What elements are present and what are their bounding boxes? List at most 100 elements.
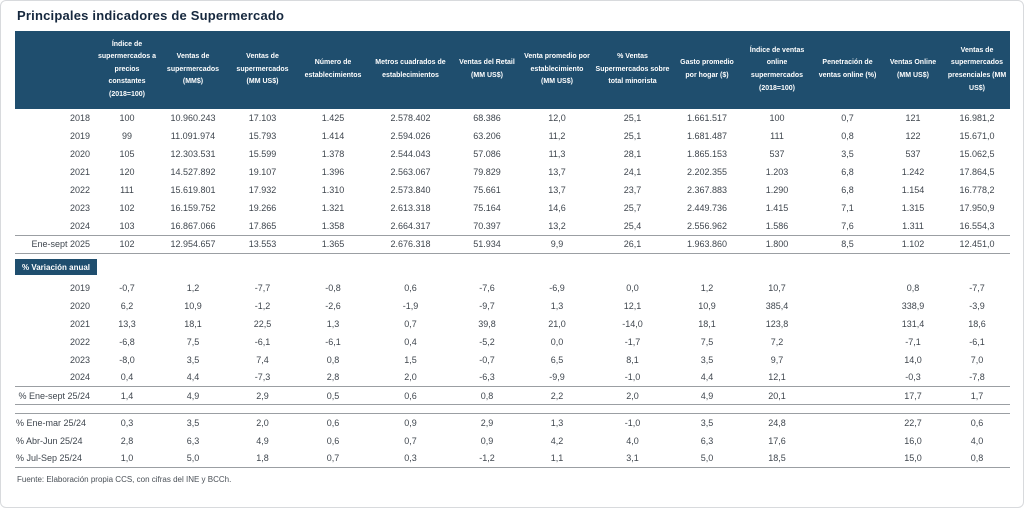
row-label: 2024 xyxy=(69,372,90,383)
cell: 19.107 xyxy=(248,167,277,177)
cell xyxy=(813,297,882,315)
cell: 51.934 xyxy=(452,234,522,254)
report-page: Principales indicadores de Supermercado … xyxy=(1,1,1023,484)
cell: 13,7 xyxy=(548,185,566,195)
cell: 14.527.892 xyxy=(170,167,216,177)
cell: 17.864,5 xyxy=(959,167,995,177)
cell xyxy=(813,413,882,432)
cell: 3,5 xyxy=(158,413,228,432)
cell: 16.867.066 xyxy=(170,220,216,231)
variation-rows: 2019 -0,7 1,2 -7,7 -0,8 0,6 -7,6 -6,9 0,0 1,2 10,7… xyxy=(15,279,1010,405)
cell: 12.954.657 xyxy=(158,234,228,254)
cell: 0,0 xyxy=(550,336,564,347)
cell: 79.829 xyxy=(473,167,501,177)
table-row: Ene-sept 2025 102 12.954.657 13.553 1.365 2.6… xyxy=(15,234,1010,254)
column-header: Ventas de supermercados (MM US$) xyxy=(228,31,297,109)
cell: 103 xyxy=(119,220,135,231)
cell: -7,7 xyxy=(969,282,985,293)
row-label: % Ene-sept 25/24 xyxy=(15,386,96,405)
cell: 12.303.531 xyxy=(170,149,216,159)
quarter-rows: % Ene-mar 25/24 0,3 3,5 2,0 0,6 0,9 2,9 1,3 -1,0… xyxy=(15,413,1010,468)
cell: 0,8 xyxy=(841,131,854,141)
cell: -6,1 xyxy=(254,336,271,347)
cell: 7,4 xyxy=(256,354,269,365)
cell: -1,0 xyxy=(624,372,641,383)
cell: -9,9 xyxy=(549,372,565,383)
table-row: % Jul-Sep 25/24 1,0 5,0 1,8 0,7 0,3 -1,2 1,1 3,1… xyxy=(15,449,1010,468)
cell: 2,9 xyxy=(228,386,297,405)
row-label: 2024 xyxy=(69,220,90,231)
cell: 1,8 xyxy=(228,449,297,468)
cell: 17,7 xyxy=(882,386,944,405)
cell: -1,2 xyxy=(452,449,522,468)
cell: 7,5 xyxy=(700,336,714,347)
cell: 68.386 xyxy=(473,113,501,123)
source-note: Fuente: Elaboración propia CCS, con cifr… xyxy=(17,475,232,484)
cell: 13.553 xyxy=(228,234,297,254)
cell: 15.671,0 xyxy=(959,131,995,141)
cell: 1.154 xyxy=(901,185,925,195)
cell: 3,5 xyxy=(186,354,200,365)
variation-badge-cell: % Variación anual xyxy=(15,253,1010,279)
cell: 2,9 xyxy=(452,413,522,432)
table-row: % Ene-mar 25/24 0,3 3,5 2,0 0,6 0,9 2,9 1,3 -1,0… xyxy=(15,413,1010,432)
cell: 16.554,3 xyxy=(959,220,995,231)
column-header: Ventas del Retail (MM US$) xyxy=(452,31,522,109)
cell: 0,6 xyxy=(297,413,369,432)
cell: 25,1 xyxy=(623,113,642,123)
row-label: % Ene-mar 25/24 xyxy=(15,413,96,432)
cell: -1,9 xyxy=(402,300,419,311)
cell: 6,8 xyxy=(841,185,854,195)
cell: 13,7 xyxy=(548,167,566,177)
cell: 15,0 xyxy=(882,449,944,468)
cell: 0,0 xyxy=(626,282,639,293)
cell: 1,1 xyxy=(522,449,592,468)
cell: 17,6 xyxy=(768,435,786,446)
column-header: Índice de supermercados a precios consta… xyxy=(96,31,158,109)
cell: 15.599 xyxy=(248,149,277,159)
cell: 0,6 xyxy=(326,435,340,446)
cell: 0,8 xyxy=(944,449,1010,468)
cell: 123,8 xyxy=(765,318,789,329)
cell: 1.358 xyxy=(321,220,345,231)
table-row: 2020 6,2 10,9 -1,2 -2,6 -1,9 -9,7 1,3 12,1 10,9 38… xyxy=(15,297,1010,315)
row-label: 2020 xyxy=(69,149,90,159)
table-row: % Abr-Jun 25/24 2,8 6,3 4,9 0,6 0,7 0,9 4,2 4,0 6… xyxy=(15,432,1010,450)
cell: -3,9 xyxy=(969,300,985,311)
page-title: Principales indicadores de Supermercado xyxy=(17,8,285,23)
cell: 1.396 xyxy=(321,167,345,177)
table-row: 2019 -0,7 1,2 -7,7 -0,8 0,6 -7,6 -6,9 0,0 1,2 10,7… xyxy=(15,279,1010,297)
cell: 2,0 xyxy=(592,386,673,405)
cell: 1.586 xyxy=(765,220,789,231)
cell: 2.556.962 xyxy=(686,220,728,231)
cell: 1,4 xyxy=(96,386,158,405)
cell: 1.963.860 xyxy=(673,234,741,254)
cell: 24,1 xyxy=(623,167,642,177)
column-header: Número de establecimientos xyxy=(297,31,369,109)
cell: 0,9 xyxy=(480,435,494,446)
cell: 4,9 xyxy=(158,386,228,405)
cell: 1,3 xyxy=(522,413,592,432)
cell: 7,5 xyxy=(186,336,200,347)
cell: 0,6 xyxy=(369,386,452,405)
cell: 5,0 xyxy=(673,449,741,468)
cell: 11,2 xyxy=(548,131,566,141)
cell: -1,0 xyxy=(592,413,673,432)
cell: 2.578.402 xyxy=(390,113,431,123)
column-header: Índice de ventas online supermercados (2… xyxy=(741,31,813,109)
cell: 23,7 xyxy=(623,185,642,195)
row-label: 2022 xyxy=(69,336,90,347)
cell: 15.793 xyxy=(248,131,277,141)
cell: 1.321 xyxy=(321,203,345,213)
row-label: 2022 xyxy=(69,185,90,195)
cell: 1.315 xyxy=(901,203,925,213)
column-header: % Ventas Supermercados sobre total minor… xyxy=(592,31,673,109)
cell: 4,2 xyxy=(550,435,564,446)
indicators-table: Índice de supermercados a precios consta… xyxy=(15,31,1010,468)
row-label: % Jul-Sep 25/24 xyxy=(15,449,96,468)
cell: 0,7 xyxy=(841,113,854,123)
cell: 131,4 xyxy=(901,318,925,329)
cell: 0,4 xyxy=(404,336,417,347)
cell: 0,9 xyxy=(369,413,452,432)
cell: -1,2 xyxy=(254,300,271,311)
